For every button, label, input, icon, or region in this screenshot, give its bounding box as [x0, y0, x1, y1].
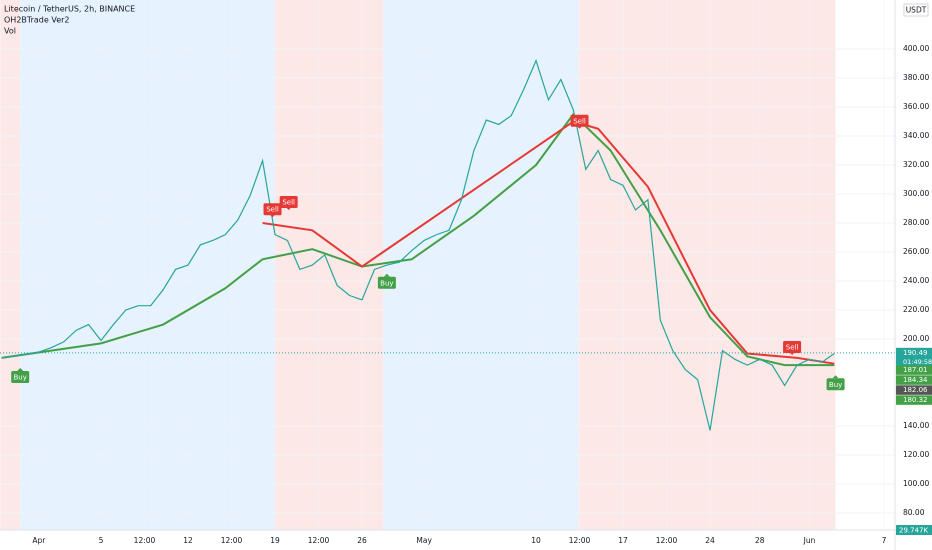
- price-label: 187.01: [903, 366, 928, 374]
- x-tick-label: 12:00: [221, 536, 243, 545]
- y-tick-label: 120.00: [903, 450, 929, 459]
- signal-box: [377, 276, 396, 289]
- last-price-box: [896, 347, 932, 367]
- x-tick-label: 12: [183, 536, 193, 545]
- signal-box: [570, 114, 589, 127]
- price-label: 184.34: [903, 376, 928, 384]
- y-tick-label: 220.00: [903, 305, 929, 314]
- y-tick-label: 300.00: [903, 189, 929, 198]
- volume-label: 29.747K: [899, 527, 928, 535]
- signal-pointer: [383, 273, 390, 277]
- signal-pointer: [832, 375, 839, 379]
- x-tick-label: 10: [531, 536, 541, 545]
- indicator-label: Vol: [4, 27, 16, 36]
- x-tick-label: 5: [99, 536, 104, 545]
- signal-box: [279, 195, 298, 208]
- price-label-box: [896, 375, 932, 385]
- x-tick-label: May: [416, 536, 432, 545]
- signal-label: Sell: [786, 343, 799, 351]
- time-axis: [0, 530, 895, 550]
- y-tick-label: 80.00: [903, 508, 925, 517]
- y-tick-label: 260.00: [903, 247, 929, 256]
- signal-label: Buy: [380, 279, 393, 287]
- countdown: 01:49:58: [903, 358, 932, 366]
- indicator-label: OH2BTrade Ver2: [4, 16, 70, 25]
- y-tick-label: 200.00: [903, 334, 929, 343]
- signal-label: Sell: [266, 206, 279, 214]
- trend-region: [383, 0, 579, 530]
- y-tick-label: 280.00: [903, 218, 929, 227]
- price-axis: [895, 0, 932, 550]
- y-tick-label: 100.00: [903, 479, 929, 488]
- price-label: 180.32: [903, 396, 928, 404]
- x-tick-label: Jun: [803, 536, 816, 545]
- currency-box: [903, 3, 929, 17]
- y-tick-label: 360.00: [903, 102, 929, 111]
- y-tick-label: 400.00: [903, 44, 929, 53]
- x-tick-label: 12:00: [308, 536, 330, 545]
- signal-label: Buy: [829, 381, 842, 389]
- signal-box: [263, 203, 282, 216]
- y-tick-label: 340.00: [903, 131, 929, 140]
- volume-label-box: [896, 525, 932, 535]
- signal-label: Sell: [573, 117, 586, 125]
- trend-region: [0, 0, 21, 530]
- price-label-box: [896, 395, 932, 405]
- x-tick-label: 28: [755, 536, 765, 545]
- x-tick-label: 12:00: [134, 536, 156, 545]
- x-tick-label: 26: [357, 536, 367, 545]
- signal-pointer: [17, 368, 24, 372]
- y-tick-label: 140.00: [903, 421, 929, 430]
- signal-box: [826, 378, 845, 391]
- trend-region: [578, 0, 836, 530]
- background: [0, 0, 895, 530]
- signal-box: [783, 340, 802, 353]
- price-label: 182.06: [903, 386, 928, 394]
- x-tick-label: 12:00: [569, 536, 591, 545]
- y-tick-label: 320.00: [903, 160, 929, 169]
- signal-box: [11, 371, 30, 384]
- axes: 80.00 100.00 120.00 140.00 200.00 220.00 240.0…: [32, 44, 932, 545]
- x-tick-label: 7: [882, 536, 887, 545]
- moving-average: [1, 112, 835, 367]
- price-label-box: [896, 365, 932, 375]
- signal-label: Sell: [282, 198, 295, 206]
- last-price: 190.49: [903, 349, 928, 357]
- chart-title: Litecoin / TetherUS, 2h, BINANCE: [4, 5, 135, 14]
- y-tick-label: 240.00: [903, 276, 929, 285]
- x-tick-label: 19: [270, 536, 280, 545]
- x-tick-label: 17: [618, 536, 628, 545]
- price-label-box: [896, 385, 932, 395]
- x-tick-label: 24: [705, 536, 715, 545]
- currency: USDT: [906, 6, 927, 15]
- moving-average: [262, 120, 835, 365]
- trend-region: [20, 0, 276, 530]
- x-tick-label: Apr: [32, 536, 46, 545]
- price-line: [1, 58, 835, 431]
- signal-label: Buy: [14, 374, 27, 382]
- x-tick-label: 12:00: [656, 536, 678, 545]
- y-tick-label: 380.00: [903, 73, 929, 82]
